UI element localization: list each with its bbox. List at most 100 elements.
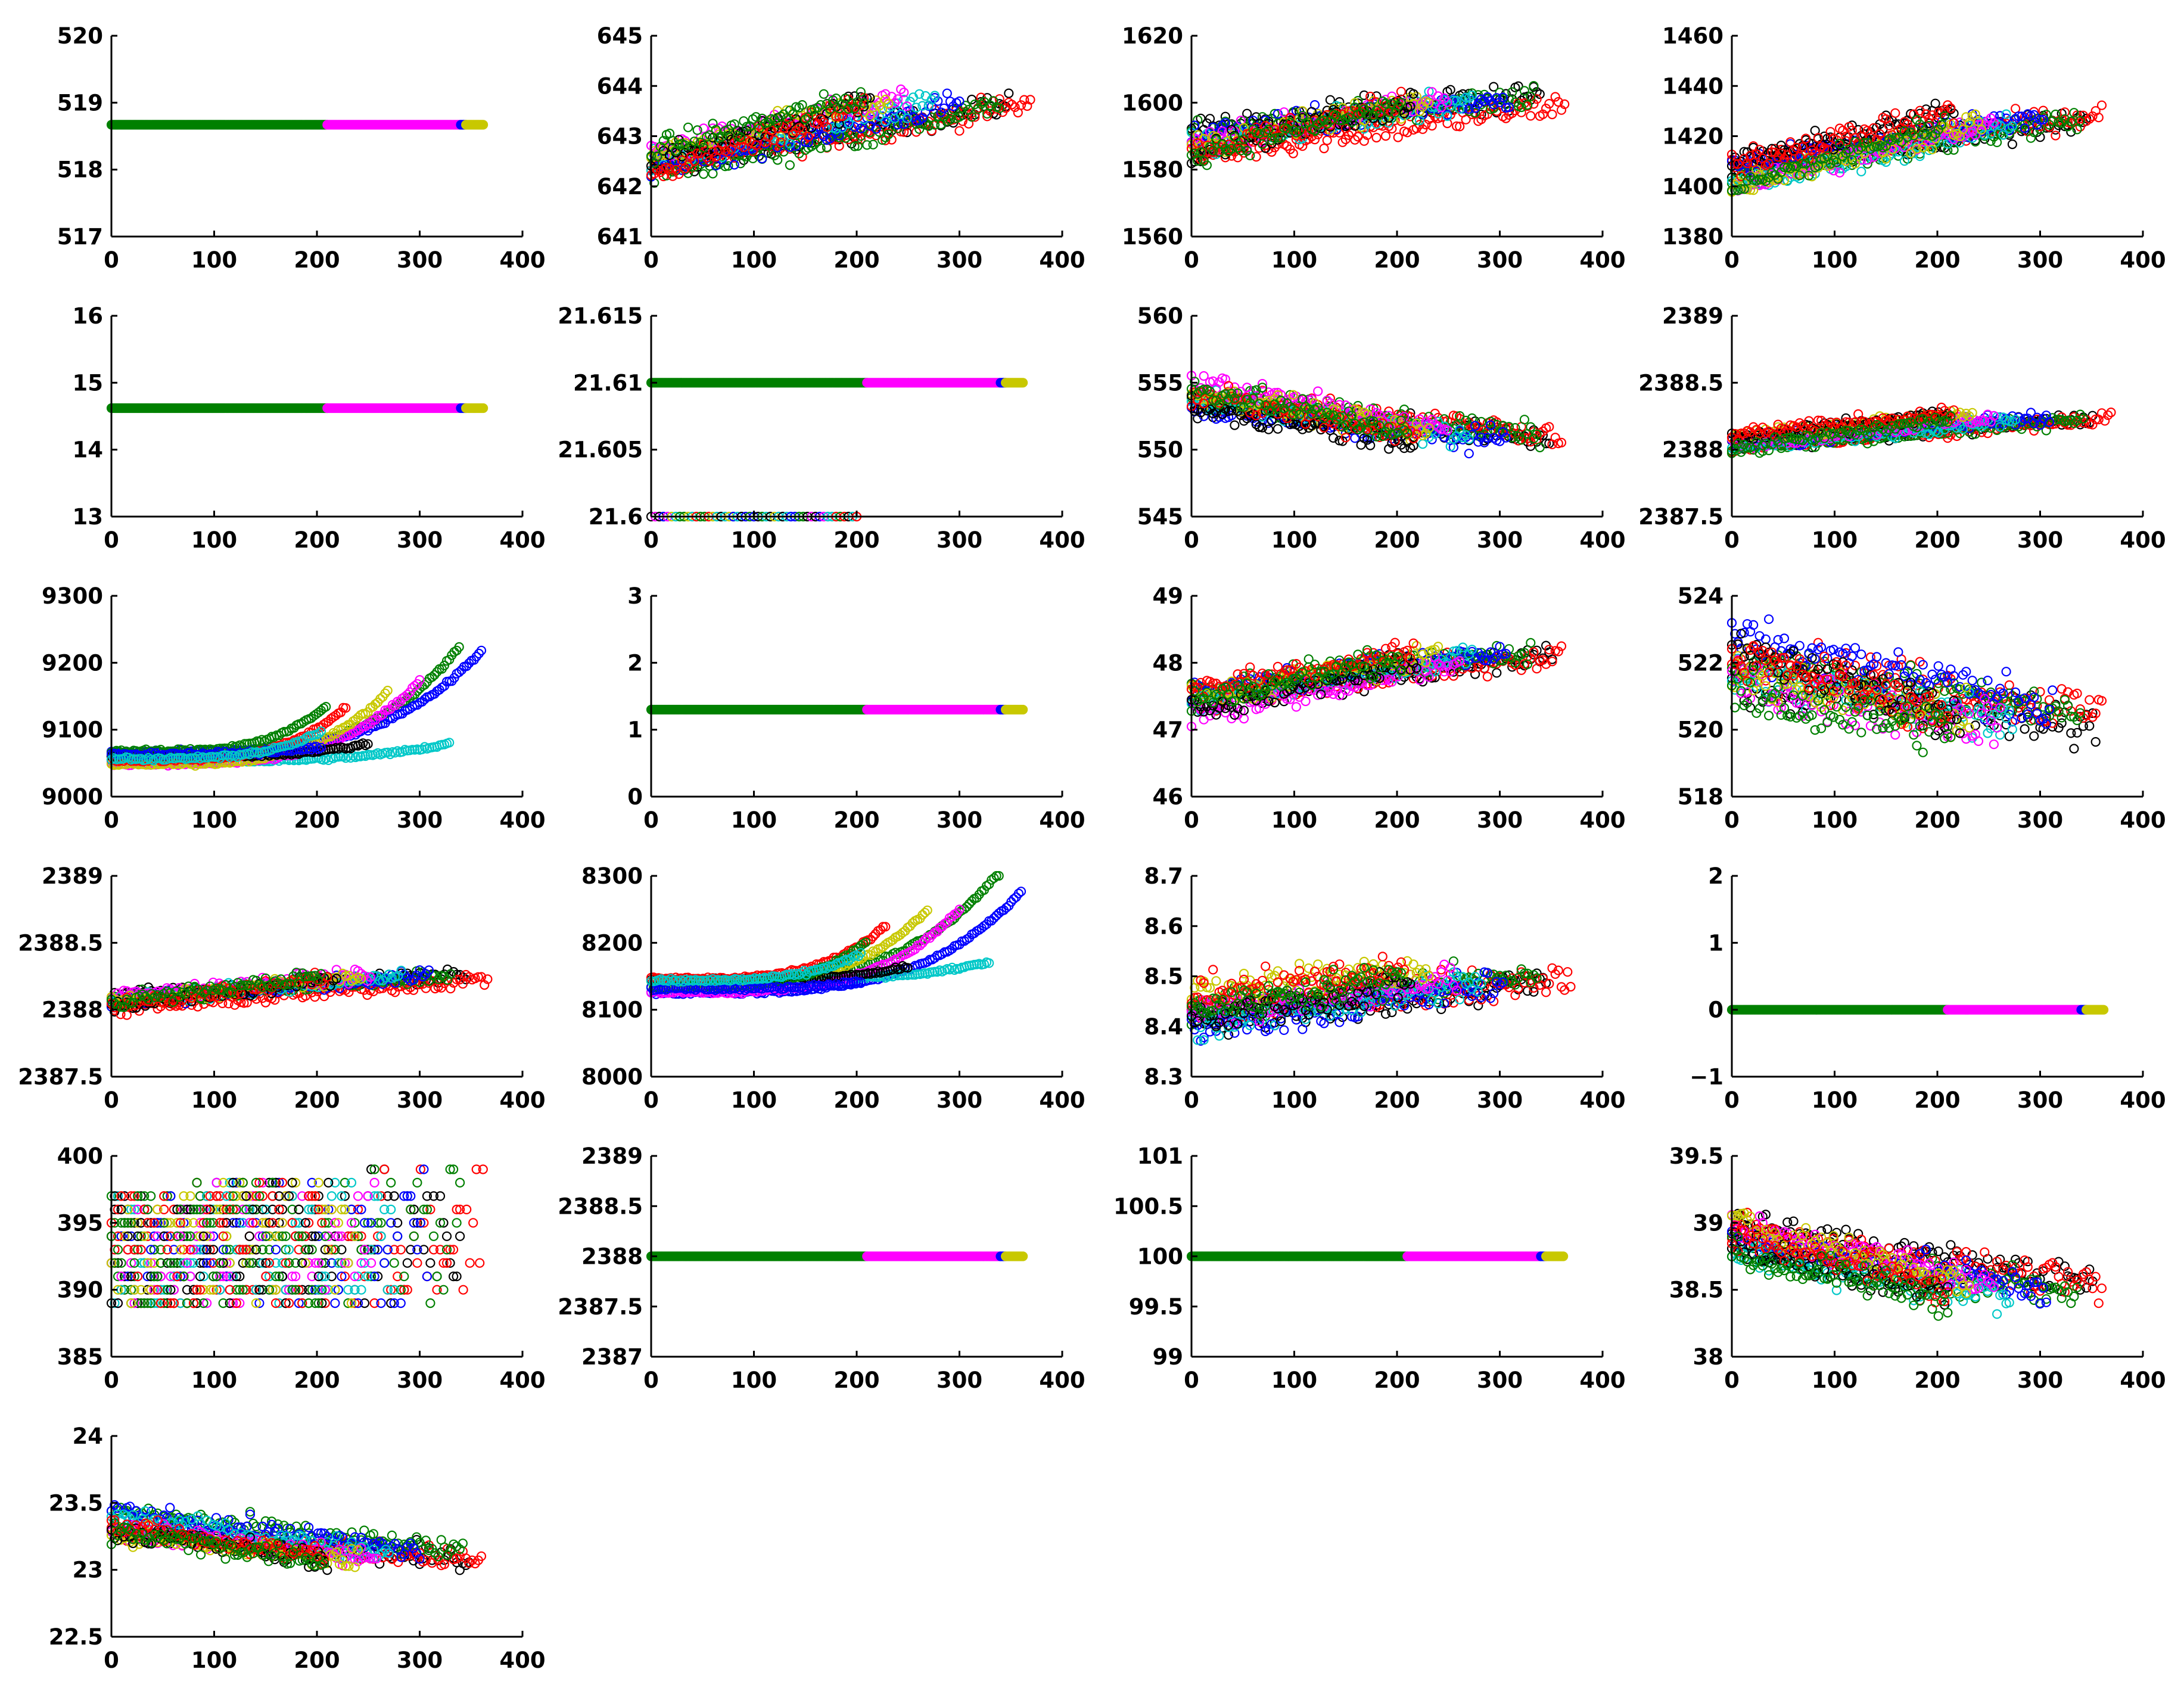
y-tick-label: 519: [57, 90, 103, 116]
x-tick-label: 200: [1914, 247, 1960, 273]
scatter-points: [647, 378, 1027, 521]
x-tick-label: 0: [1724, 247, 1740, 273]
x-tick-label: 0: [104, 527, 119, 553]
x-tick-label: 0: [1184, 527, 1199, 553]
y-tick-label: 644: [597, 73, 643, 99]
y-tick-label: 642: [597, 174, 643, 200]
data-point: [479, 120, 487, 129]
y-tick-label: 520: [57, 23, 103, 49]
y-tick-label: 16: [73, 303, 104, 329]
data-point: [820, 90, 828, 98]
y-tick-label: 1420: [1662, 124, 1723, 150]
y-tick-label: 550: [1137, 437, 1183, 463]
x-tick-label: 300: [937, 247, 982, 273]
x-tick-label: 100: [731, 247, 777, 273]
data-point: [1931, 100, 1940, 108]
data-point: [2098, 101, 2106, 110]
data-point: [1382, 132, 1390, 140]
x-tick-label: 400: [499, 247, 545, 273]
data-point: [709, 169, 717, 178]
data-point: [786, 161, 794, 169]
x-tick-label: 200: [1374, 247, 1420, 273]
scatter-points: [1187, 371, 1566, 458]
y-tick-label: 21.615: [558, 303, 643, 329]
y-tick-label: 560: [1137, 303, 1183, 329]
x-tick-label: 100: [1271, 527, 1317, 553]
data-point: [1314, 387, 1322, 396]
x-tick-label: 300: [397, 247, 443, 273]
x-tick-label: 0: [1184, 247, 1199, 273]
data-point: [699, 170, 708, 178]
x-tick-label: 300: [397, 527, 443, 553]
data-point: [2008, 140, 2017, 148]
data-point: [1274, 425, 1282, 433]
data-point: [1891, 109, 1899, 117]
subplot-5: 0 100 200 300 400 13 14 15 16: [73, 303, 546, 553]
data-point: [1019, 378, 1027, 387]
data-point: [1545, 422, 1553, 431]
y-tick-label: 518: [57, 157, 103, 183]
y-tick-label: 1560: [1122, 224, 1183, 250]
x-tick-label: 300: [937, 527, 982, 553]
data-point: [1230, 421, 1239, 430]
y-tick-label: 21.605: [558, 437, 643, 463]
data-point: [1418, 440, 1427, 448]
y-tick-label: 1600: [1122, 90, 1183, 116]
data-point: [479, 404, 487, 412]
x-tick-label: 400: [1579, 247, 1625, 273]
x-tick-label: 200: [1374, 527, 1420, 553]
x-tick-label: 400: [1039, 527, 1085, 553]
subplot-2: 0 100 200 300 400 641 642 643 644 645: [597, 23, 1085, 273]
y-tick-label: 14: [73, 437, 104, 463]
data-point: [1526, 111, 1535, 120]
scatter-points: [107, 120, 487, 129]
x-tick-label: 0: [643, 527, 659, 553]
y-tick-label: 641: [597, 224, 643, 250]
data-point: [1857, 167, 1865, 176]
y-tick-label: 1440: [1662, 73, 1723, 99]
data-point: [1520, 415, 1529, 424]
x-tick-label: 100: [1812, 247, 1858, 273]
data-point: [1004, 89, 1013, 98]
y-tick-label: 545: [1137, 504, 1183, 530]
data-point: [1397, 88, 1405, 96]
x-tick-label: 100: [191, 527, 237, 553]
y-tick-label: 21.6: [589, 504, 643, 530]
y-tick-label: 1380: [1662, 224, 1723, 250]
x-tick-label: 200: [294, 527, 340, 553]
data-point: [2051, 132, 2059, 140]
subplot-8: 0 100 200 300 4002387.523882388.52389: [1638, 303, 2166, 553]
figure: 0 100 200 300 400 517 518 519 520 0 100 200 300 400 64…: [0, 0, 2184, 1688]
y-tick-label: 15: [73, 370, 104, 396]
data-point: [1465, 449, 1473, 458]
x-tick-label: 400: [2120, 247, 2166, 273]
scatter-points: [1728, 403, 2115, 458]
y-tick-label: 1400: [1662, 174, 1723, 200]
y-tick-label: 517: [57, 224, 103, 250]
x-tick-label: 300: [1477, 247, 1523, 273]
scatter-points: [647, 85, 1035, 187]
y-tick-label: 555: [1137, 370, 1183, 396]
y-tick-label: 21.61: [573, 370, 643, 396]
y-tick-label: 645: [597, 23, 643, 49]
data-point: [869, 141, 878, 149]
x-tick-label: 400: [1039, 247, 1085, 273]
x-tick-label: 0: [104, 247, 119, 273]
scatter-points: [1728, 100, 2106, 196]
y-tick-label: 643: [597, 124, 643, 150]
y-tick-label: 13: [73, 504, 104, 530]
y-tick-label: 1460: [1662, 23, 1723, 49]
x-tick-label: 100: [191, 247, 237, 273]
data-point: [943, 89, 951, 98]
data-point: [1548, 110, 1557, 119]
x-tick-label: 400: [499, 527, 545, 553]
scatter-points: [1187, 82, 1569, 169]
x-tick-label: 200: [833, 247, 879, 273]
data-point: [1320, 144, 1329, 153]
x-tick-label: 0: [643, 247, 659, 273]
